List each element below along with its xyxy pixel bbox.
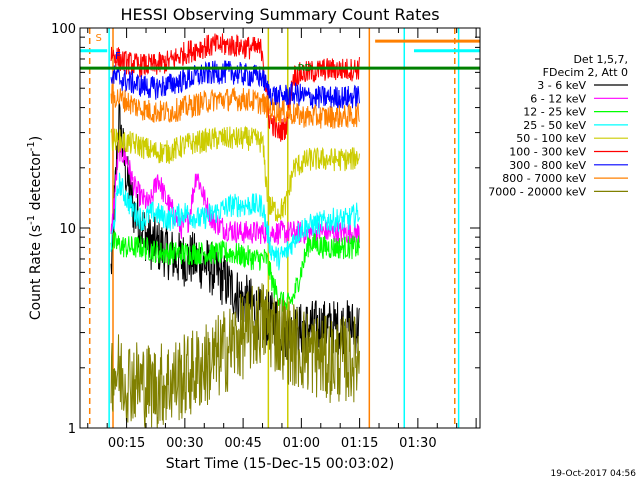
y-axis-label-close: ) <box>28 136 44 141</box>
x-axis: 00:15 00:30 00:45 01:00 01:15 01:30 <box>87 28 477 451</box>
x-axis-label: Start Time (15-Dec-15 00:03:02) <box>166 456 394 472</box>
plot-area: S F RD <box>80 28 480 428</box>
series-line-9 <box>110 283 360 428</box>
flag-label-1: F <box>115 51 121 62</box>
legend-label: 50 - 100 keV <box>516 132 586 145</box>
y-axis: 1 10 100 <box>51 22 480 437</box>
legend-label: 3 - 6 keV <box>537 79 586 92</box>
y-axis-label-tail: detector <box>28 151 44 215</box>
series-line-7 <box>110 60 360 110</box>
series-line-3 <box>110 230 360 317</box>
legend-label: 100 - 300 keV <box>509 146 586 159</box>
y-tick-label: 1 <box>68 422 76 437</box>
timestamp: 19-Oct-2017 04:56 <box>551 469 637 479</box>
y-tick-label: 100 <box>51 22 76 37</box>
series-line-4 <box>110 172 360 271</box>
series-line-8 <box>110 84 360 129</box>
chart-title: HESSI Observing Summary Count Rates <box>120 5 439 24</box>
series-line-5 <box>110 125 360 222</box>
x-tick-label: 00:45 <box>224 436 261 451</box>
x-tick-label: 01:30 <box>399 436 436 451</box>
legend-label: 6 - 12 keV <box>530 92 586 105</box>
flag-label-0: S <box>96 33 102 44</box>
legend-header: Det 1,5,7, <box>573 53 628 66</box>
x-tick-label: 00:30 <box>166 436 203 451</box>
legend-label: 12 - 25 keV <box>523 106 586 119</box>
x-tick-label: 01:00 <box>283 436 320 451</box>
y-axis-label-sup2: -1 <box>26 141 37 151</box>
legend-label: 300 - 800 keV <box>509 159 586 172</box>
y-axis-label-sup: -1 <box>26 215 37 225</box>
legend-label: 800 - 7000 keV <box>502 172 586 185</box>
y-axis-label: Count Rate (s-1 detector-1) <box>26 136 44 320</box>
legend-label: 7000 - 20000 keV <box>488 185 586 198</box>
y-tick-label: 10 <box>59 222 76 237</box>
legend-label: 25 - 50 keV <box>523 119 586 132</box>
flag-label-2: RD <box>297 63 312 74</box>
series-line-6 <box>110 33 360 142</box>
x-tick-label: 01:15 <box>341 436 378 451</box>
x-tick-label: 00:15 <box>108 436 145 451</box>
legend-header: FDecim 2, Att 0 <box>543 66 628 79</box>
